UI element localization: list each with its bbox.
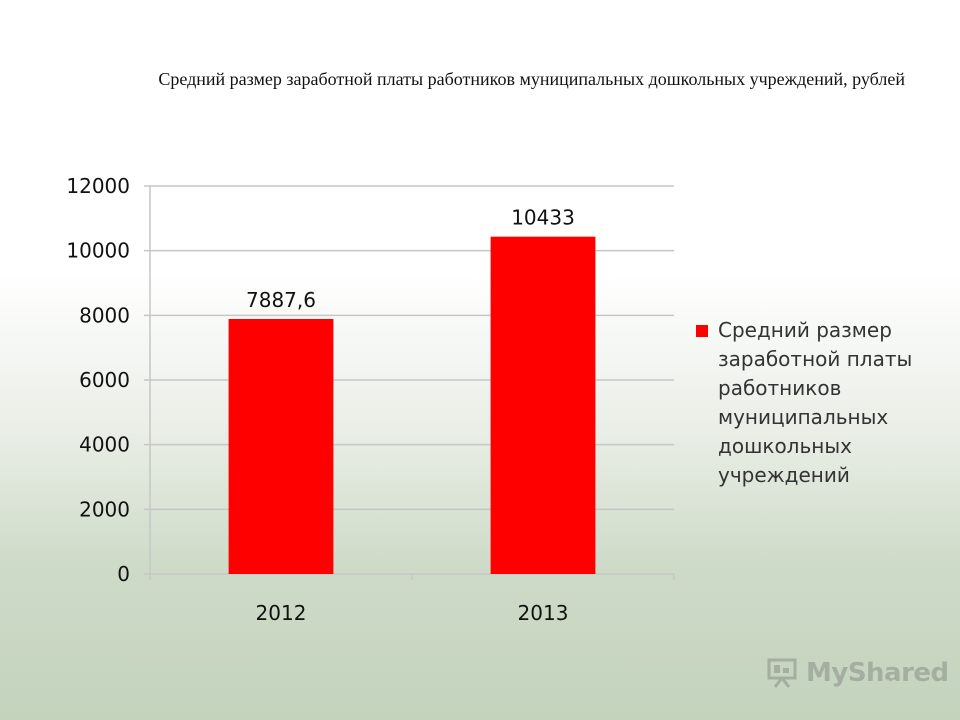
data-label-2013: 10433: [511, 206, 575, 230]
y-axis-tick-labels: 0 2000 4000 6000 8000 10000 12000: [66, 174, 130, 586]
legend-swatch: [696, 325, 708, 337]
legend-line-6: учреждений: [718, 463, 850, 487]
y-tick-label: 2000: [79, 497, 130, 521]
y-tick-label: 12000: [66, 174, 130, 198]
y-tick-label: 8000: [79, 303, 130, 327]
data-labels: 7887,6 10433: [246, 206, 575, 312]
page-number: 29: [884, 677, 898, 691]
slide-title: Средний размер заработной платы работник…: [158, 69, 905, 89]
bar-2013: [490, 236, 596, 575]
x-tick-label: 2013: [518, 601, 569, 625]
chart-bars: [228, 236, 596, 575]
x-axis-tick-labels: 2012 2013: [256, 601, 569, 625]
watermark-text: MyShared: [806, 658, 949, 688]
x-tick-label: 2012: [256, 601, 307, 625]
presentation-icon: [767, 658, 797, 688]
legend-line-2: заработной платы: [718, 347, 913, 371]
chart-legend: Средний размер заработной платы работник…: [696, 316, 926, 490]
y-tick-label: 0: [117, 562, 130, 586]
legend-line-1: Средний размер: [718, 318, 892, 342]
legend-line-3: работников: [718, 376, 842, 400]
y-tick-label: 10000: [66, 239, 130, 263]
legend-line-4: муниципальных: [718, 405, 889, 429]
y-tick-label: 6000: [79, 368, 130, 392]
legend-line-5: дошкольных: [718, 434, 852, 458]
data-label-2012: 7887,6: [246, 288, 316, 312]
bar-2012: [228, 318, 334, 574]
watermark-logo: MyShared: [766, 656, 949, 690]
y-tick-label: 4000: [79, 433, 130, 457]
